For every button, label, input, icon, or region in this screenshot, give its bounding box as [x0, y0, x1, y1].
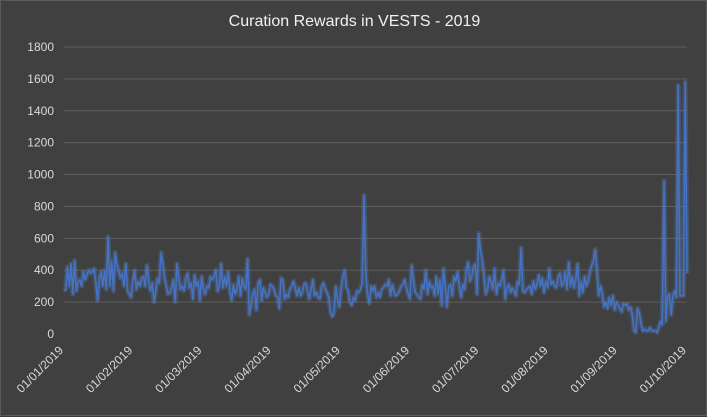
y-tick-label: 1800	[27, 40, 54, 54]
y-tick-label: 1200	[27, 136, 54, 150]
y-tick-label: 200	[34, 295, 54, 309]
chart-title: Curation Rewards in VESTS - 2019	[228, 13, 481, 30]
y-tick-label: 1400	[27, 104, 54, 118]
x-tick-label: 01/08/2019	[498, 343, 551, 396]
x-tick-label: 01/04/2019	[221, 343, 274, 396]
x-tick-label: 01/03/2019	[152, 343, 205, 396]
y-tick-label: 400	[34, 263, 54, 277]
x-tick-label: 01/06/2019	[360, 343, 413, 396]
y-tick-label: 600	[34, 231, 54, 245]
x-tick-label: 01/10/2019	[637, 343, 690, 396]
x-tick-label: 01/09/2019	[568, 343, 621, 396]
y-tick-label: 1000	[27, 168, 54, 182]
series-line	[63, 81, 688, 334]
y-tick-label: 0	[47, 327, 54, 341]
y-tick-label: 1600	[27, 72, 54, 86]
y-tick-label: 800	[34, 199, 54, 213]
x-tick-label: 01/07/2019	[429, 343, 482, 396]
x-tick-label: 01/01/2019	[14, 343, 67, 396]
x-tick-label: 01/02/2019	[83, 343, 136, 396]
x-tick-label: 01/05/2019	[291, 343, 344, 396]
